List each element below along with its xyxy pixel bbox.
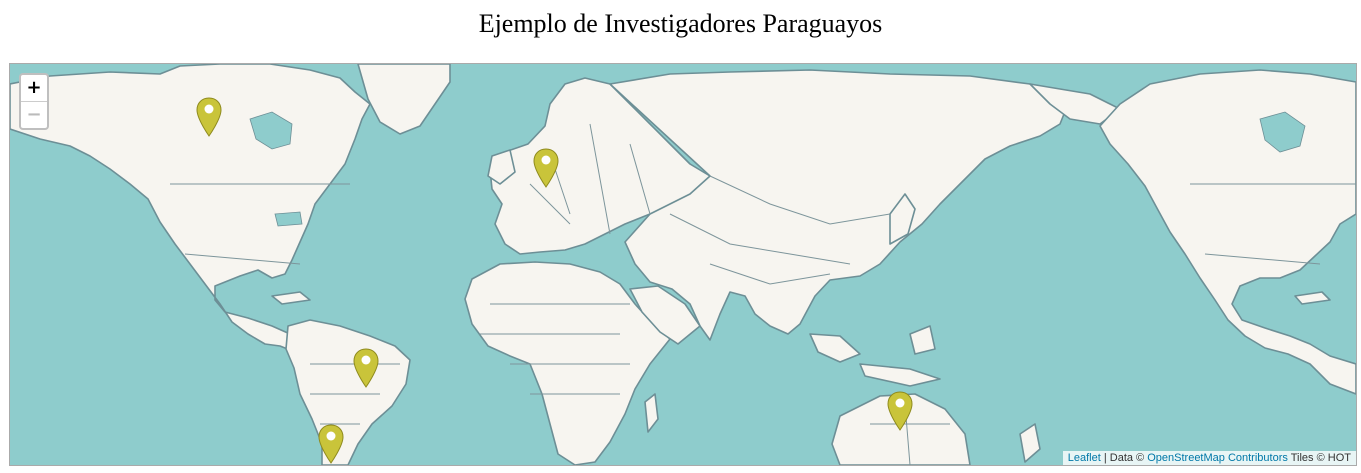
zoom-control: + − — [19, 73, 49, 130]
map-attribution: Leaflet | Data © OpenStreetMap Contribut… — [1062, 451, 1356, 465]
page-title: Ejemplo de Investigadores Paraguayos — [478, 9, 883, 38]
marker-europe[interactable] — [533, 148, 559, 188]
zoom-out-button[interactable]: − — [26, 104, 42, 125]
land-north-america-right — [1099, 69, 1356, 395]
map-pin-icon — [887, 391, 913, 431]
zoom-in-button[interactable]: + — [21, 75, 47, 102]
marker-paraguay[interactable] — [318, 424, 344, 464]
marker-canada[interactable] — [196, 97, 222, 137]
map-container[interactable]: + − Leaflet | Data © OpenStreetMap — [9, 63, 1357, 466]
map-pin-icon — [318, 424, 344, 464]
land-japan — [889, 193, 916, 245]
osm-link[interactable]: OpenStreetMap Contributors — [1147, 452, 1288, 464]
marker-brazil[interactable] — [353, 348, 379, 388]
attribution-data-text: | Data © — [1100, 452, 1148, 464]
land-uk — [487, 149, 516, 185]
map-pin-icon — [196, 97, 222, 137]
attribution-tiles-text: Tiles © HOT — [1287, 452, 1351, 464]
map-pin-icon — [353, 348, 379, 388]
land-greenland — [357, 64, 451, 135]
map-tiles[interactable] — [10, 64, 1356, 465]
land-south-america — [285, 319, 411, 465]
marker-australia[interactable] — [887, 391, 913, 431]
map-pin-icon — [533, 148, 559, 188]
leaflet-link[interactable]: Leaflet — [1067, 452, 1101, 464]
land-arabia — [629, 285, 701, 345]
land-madagascar — [644, 393, 659, 433]
land-north-america — [10, 64, 371, 355]
